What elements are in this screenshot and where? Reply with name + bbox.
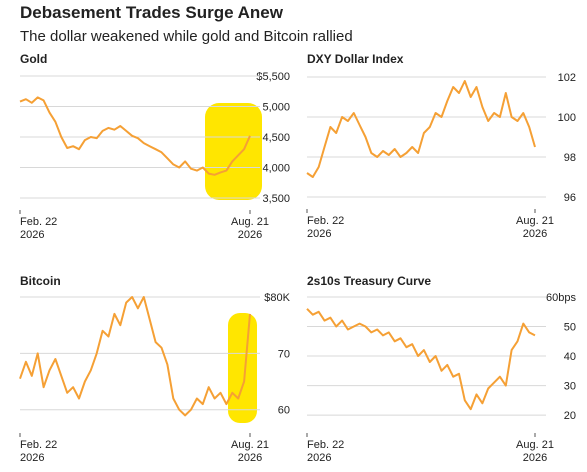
y-tick-label: 40 bbox=[564, 351, 576, 363]
line-series bbox=[19, 96, 251, 176]
y-tick-label: 4,000 bbox=[262, 163, 290, 175]
y-tick-label: 50 bbox=[564, 322, 576, 334]
y-tick-label: 70 bbox=[278, 348, 290, 360]
y-tick-label: 60 bbox=[278, 405, 290, 417]
line-series bbox=[306, 308, 536, 411]
panel-title: Bitcoin bbox=[20, 274, 61, 288]
y-tick-label: 20 bbox=[564, 410, 576, 422]
y-tick-label: 102 bbox=[558, 72, 576, 84]
x-tick-label: Feb. 22 2026 bbox=[307, 215, 344, 240]
x-tick-label: Feb. 22 2026 bbox=[20, 439, 57, 464]
y-tick-label: 98 bbox=[564, 152, 576, 164]
x-tick-label: Aug. 21 2026 bbox=[231, 439, 269, 464]
x-tick-label: Aug. 21 2026 bbox=[516, 439, 554, 464]
page-subtitle: The dollar weakened while gold and Bitco… bbox=[20, 28, 353, 45]
page-title: Debasement Trades Surge Anew bbox=[20, 3, 284, 22]
y-tick-label: 100 bbox=[558, 112, 576, 124]
y-tick-label: 60bps bbox=[546, 292, 576, 304]
panel-title: DXY Dollar Index bbox=[307, 52, 404, 66]
y-tick-label: $80K bbox=[264, 292, 290, 304]
highlight bbox=[205, 103, 262, 200]
x-tick-label: Aug. 21 2026 bbox=[231, 216, 269, 241]
x-tick-label: Feb. 22 2026 bbox=[307, 439, 344, 464]
highlight bbox=[228, 313, 257, 423]
panel-title: 2s10s Treasury Curve bbox=[307, 274, 431, 288]
panel-title: Gold bbox=[20, 52, 47, 66]
y-tick-label: $5,500 bbox=[256, 71, 290, 83]
line-series bbox=[306, 80, 536, 178]
y-tick-label: 96 bbox=[564, 192, 576, 204]
y-tick-label: 3,500 bbox=[262, 193, 290, 205]
y-tick-label: 4,500 bbox=[262, 132, 290, 144]
x-tick-label: Feb. 22 2026 bbox=[20, 216, 57, 241]
x-tick-label: Aug. 21 2026 bbox=[516, 215, 554, 240]
y-tick-label: 5,000 bbox=[262, 102, 290, 114]
y-tick-label: 30 bbox=[564, 381, 576, 393]
line-series bbox=[19, 296, 251, 417]
